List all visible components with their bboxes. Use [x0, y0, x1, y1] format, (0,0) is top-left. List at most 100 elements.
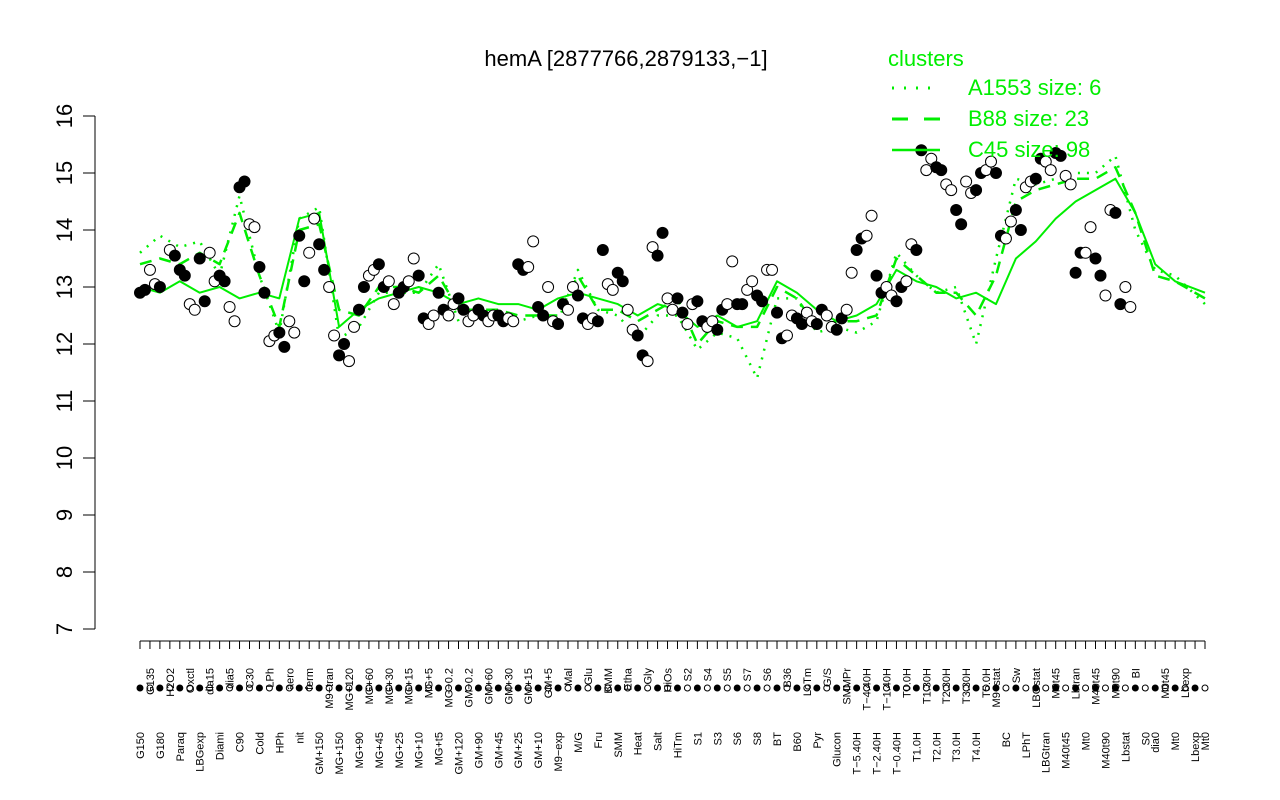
x-tick-label: MG+60 — [364, 668, 376, 704]
x-rug-mark — [156, 684, 164, 692]
y-tick-label: 7 — [52, 623, 77, 635]
point-open — [726, 255, 739, 268]
point-open — [1124, 300, 1137, 313]
x-rug-mark — [594, 684, 602, 692]
point-filled — [253, 261, 266, 274]
point-filled — [870, 269, 883, 282]
x-tick-label: S7 — [742, 668, 754, 681]
point-open — [143, 263, 156, 276]
point-open — [1044, 164, 1057, 177]
x-rug-mark — [1141, 684, 1149, 692]
legend-title: clusters — [888, 46, 964, 71]
x-tick-label: GM+10 — [533, 732, 545, 768]
x-tick-label: T−0.40H — [891, 732, 903, 775]
x-tick-label: S0 — [1140, 732, 1152, 745]
x-rug-mark — [236, 684, 244, 692]
point-filled — [178, 269, 191, 282]
x-rug-mark — [753, 684, 761, 692]
x-tick-label: S6 — [762, 668, 774, 681]
x-tick-label: dia5 — [225, 668, 237, 689]
point-filled — [656, 226, 669, 239]
x-rug-mark — [1082, 684, 1090, 692]
point-filled — [273, 326, 286, 339]
x-tick-label: dia0 — [1150, 732, 1162, 753]
point-open — [1064, 178, 1077, 191]
point-open — [402, 275, 415, 288]
x-rug-mark — [216, 684, 224, 692]
x-tick-label: BT — [772, 732, 784, 746]
x-tick-label: M9−exp — [553, 732, 565, 771]
x-rug-mark — [813, 684, 821, 692]
point-filled — [258, 286, 271, 299]
y-tick-label: 13 — [52, 275, 77, 299]
y-tick-label: 14 — [52, 218, 77, 242]
point-open — [766, 263, 779, 276]
x-rug-mark — [1111, 684, 1119, 692]
point-filled — [890, 295, 903, 308]
legend-entry-label: A1553 size: 6 — [968, 75, 1101, 100]
x-tick-label: Lbstat — [1120, 732, 1132, 762]
x-rug-mark — [1002, 684, 1010, 692]
x-tick-label: S8 — [752, 732, 764, 745]
x-rug-mark — [773, 684, 781, 692]
x-tick-label: GM+45 — [493, 732, 505, 768]
x-tick-label: M9−tran — [324, 668, 336, 709]
point-open — [203, 246, 216, 259]
x-tick-label: Cold — [254, 732, 266, 755]
point-open — [303, 246, 316, 259]
point-filled — [1094, 269, 1107, 282]
point-filled — [651, 249, 664, 262]
point-open — [721, 298, 734, 311]
point-open — [427, 309, 440, 322]
y-tick-label: 9 — [52, 509, 77, 521]
point-filled — [1114, 298, 1127, 311]
point-open — [1079, 246, 1092, 259]
point-filled — [313, 238, 326, 251]
x-rug-mark — [405, 684, 413, 692]
x-rug-mark — [644, 684, 652, 692]
x-rug-mark — [335, 684, 343, 692]
x-tick-label: T2.0H — [931, 732, 943, 762]
point-open — [328, 329, 341, 342]
x-rug-mark — [733, 684, 741, 692]
x-tick-label: M40t45 — [1061, 732, 1073, 769]
x-tick-label: S1 — [692, 732, 704, 745]
legend-entry-label: C45 size: 98 — [968, 137, 1090, 162]
point-open — [1004, 215, 1017, 228]
point-filled — [278, 340, 291, 353]
x-tick-label: G180 — [155, 732, 167, 759]
point-filled — [352, 303, 365, 316]
x-tick-label: Gly — [643, 668, 655, 685]
x-rug-mark — [574, 684, 582, 692]
x-rug-mark — [305, 684, 313, 692]
x-rug-mark — [1121, 684, 1129, 692]
x-rug-mark — [554, 684, 562, 692]
point-filled — [238, 175, 251, 188]
point-filled — [910, 243, 923, 256]
x-rug-mark — [464, 684, 472, 692]
x-tick-label: LBGtran — [1041, 732, 1053, 773]
x-tick-label: GM+30 — [503, 668, 515, 704]
x-rug-mark — [932, 684, 940, 692]
point-filled — [1069, 266, 1082, 279]
x-rug-mark — [504, 684, 512, 692]
point-filled — [153, 281, 166, 293]
x-tick-label: LBGstat — [1031, 668, 1043, 708]
x-tick-label: T2.30H — [941, 668, 953, 704]
x-rug-mark — [245, 684, 253, 692]
point-filled — [736, 298, 749, 311]
x-tick-label: M40t45 — [1091, 668, 1103, 705]
x-rug-mark — [972, 684, 980, 692]
x-tick-label: GM+5 — [543, 668, 555, 698]
condition-labels: G150 G135 G180 H2O2 Paraq Oxctl LBGexp dia15 Dia… — [135, 641, 1212, 775]
point-open — [188, 303, 201, 316]
point-open — [308, 212, 321, 225]
cluster-line-dashed — [139, 166, 1206, 346]
point-open — [407, 252, 420, 265]
x-tick-label: T−4.40H — [862, 668, 874, 711]
x-tick-label: aero — [284, 668, 296, 690]
x-tick-label: LPhT — [1021, 732, 1033, 759]
x-tick-label: T−1.40H — [881, 668, 893, 711]
x-tick-label: T−5.40H — [852, 732, 864, 775]
x-tick-label: SMMPr — [842, 668, 854, 705]
